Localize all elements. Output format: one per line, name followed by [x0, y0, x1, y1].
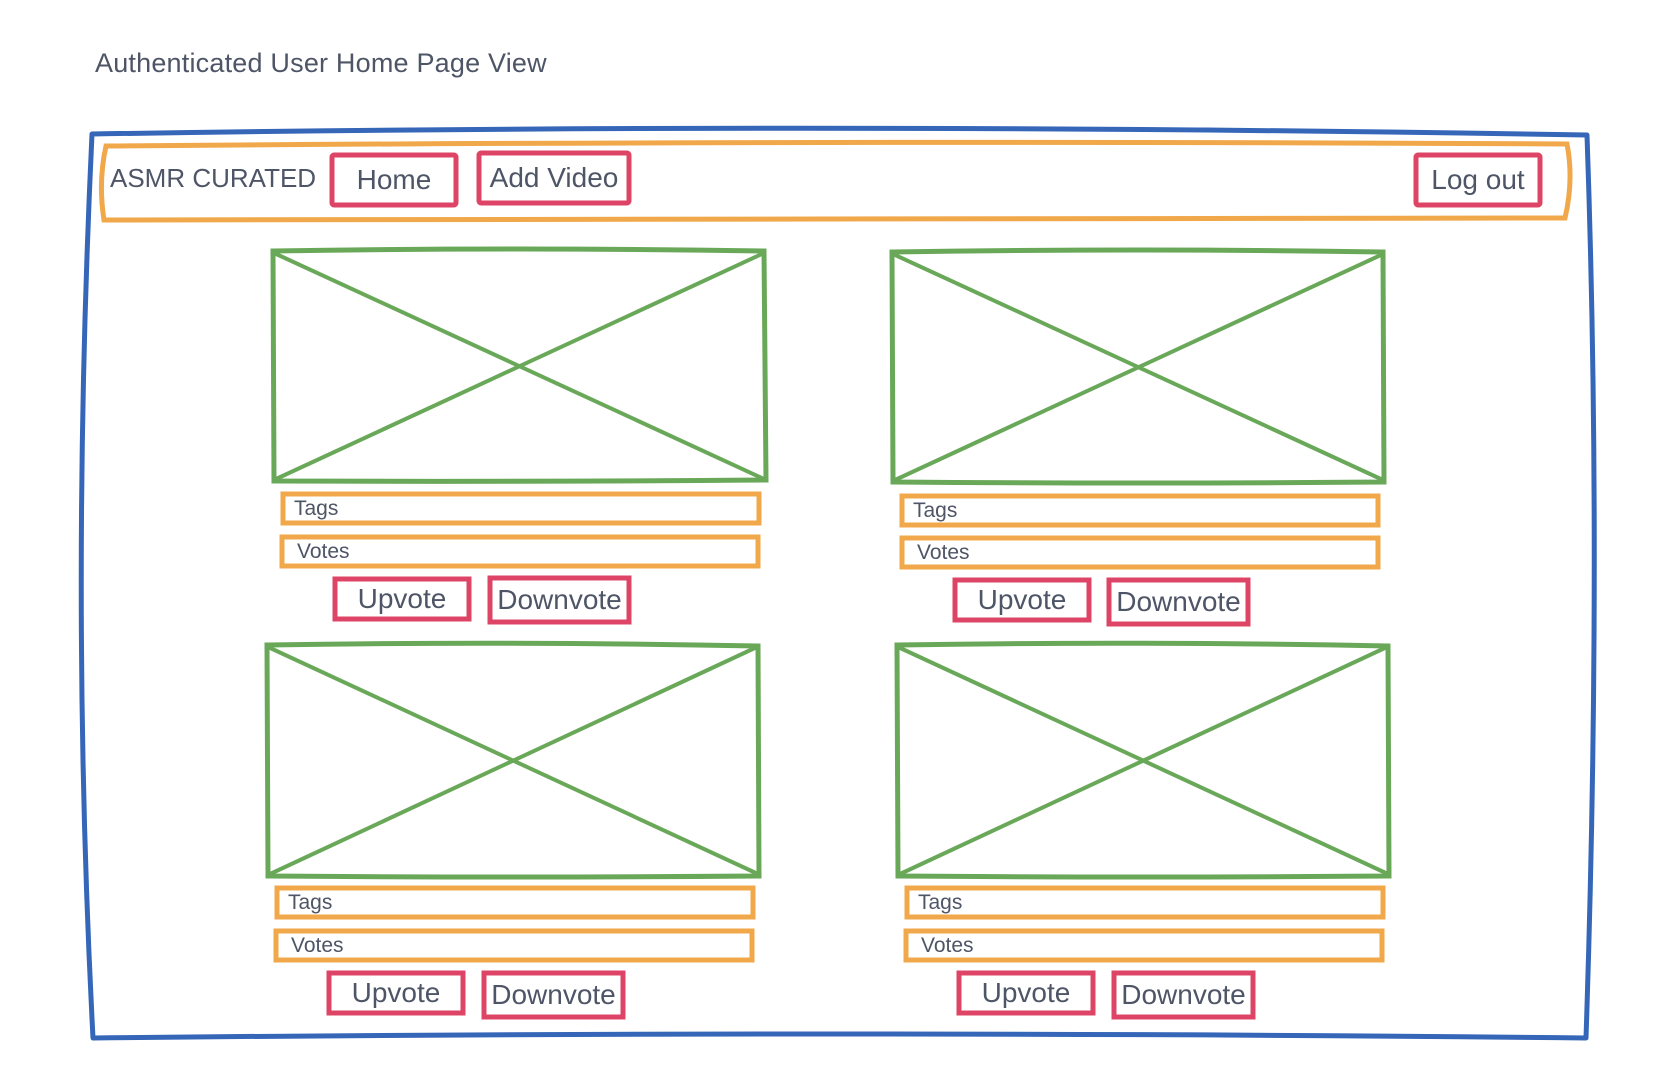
downvote-button-2[interactable]: Downvote	[1109, 580, 1248, 624]
tags-field-outline	[899, 493, 1381, 528]
upvote-button-outline	[952, 577, 1092, 623]
downvote-button-outline	[1106, 577, 1251, 627]
votes-field-outline	[279, 534, 761, 569]
downvote-button-label: Downvote	[1116, 586, 1241, 617]
downvote-button-outline	[1111, 970, 1256, 1020]
downvote-button-outline	[481, 970, 626, 1020]
tags-field-outline	[280, 491, 762, 526]
upvote-button-label: Upvote	[981, 977, 1071, 1008]
votes-field-outline	[903, 928, 1385, 963]
logout-button-outline	[1413, 152, 1543, 208]
downvote-button-4[interactable]: Downvote	[1114, 973, 1253, 1017]
home-button[interactable]: Home	[332, 155, 456, 205]
tags-field-2: Tags	[913, 499, 958, 522]
tags-field-outline	[274, 885, 756, 920]
logout-button[interactable]: Log out	[1416, 155, 1540, 205]
votes-field-outline	[899, 535, 1381, 570]
votes-field-4: Votes	[921, 934, 974, 957]
home-button-outline	[329, 152, 459, 208]
upvote-button-outline	[332, 576, 472, 622]
video-thumbnail-placeholder	[894, 640, 1392, 880]
votes-field-2: Votes	[917, 541, 970, 564]
site-brand: ASMR CURATED	[110, 163, 317, 193]
downvote-button-1[interactable]: Downvote	[490, 578, 629, 622]
tags-field-4: Tags	[918, 891, 963, 914]
video-thumbnail-2[interactable]	[893, 253, 1383, 481]
upvote-button-2[interactable]: Upvote	[955, 580, 1089, 620]
add-video-button-label: Add Video	[489, 162, 619, 193]
add-video-button[interactable]: Add Video	[479, 153, 629, 203]
upvote-button-1[interactable]: Upvote	[335, 579, 469, 619]
video-thumbnail-placeholder	[889, 247, 1387, 486]
home-button-label: Home	[356, 164, 432, 195]
browser-window-frame	[78, 125, 1597, 1041]
upvote-button-label: Upvote	[351, 977, 441, 1008]
votes-field-3: Votes	[291, 934, 344, 957]
video-card-3	[264, 640, 762, 1020]
video-card-2	[889, 247, 1387, 627]
upvote-button-4[interactable]: Upvote	[959, 973, 1093, 1013]
video-thumbnail-placeholder	[270, 246, 769, 484]
downvote-button-3[interactable]: Downvote	[484, 973, 623, 1017]
votes-field-1: Votes	[297, 540, 350, 563]
video-thumbnail-placeholder	[264, 640, 762, 880]
video-card-1	[270, 246, 769, 625]
upvote-button-outline	[956, 970, 1096, 1016]
video-card-4	[894, 640, 1392, 1020]
downvote-button-label: Downvote	[497, 584, 622, 615]
tags-field-3: Tags	[288, 891, 333, 914]
downvote-button-label: Downvote	[491, 979, 616, 1010]
logout-button-label: Log out	[1431, 164, 1525, 195]
upvote-button-label: Upvote	[357, 583, 447, 614]
tags-field-outline	[904, 885, 1386, 920]
tags-field-1: Tags	[294, 497, 339, 520]
votes-field-outline	[273, 928, 755, 963]
downvote-button-label: Downvote	[1121, 979, 1246, 1010]
navbar-outline	[98, 139, 1573, 224]
page-title: Authenticated User Home Page View	[95, 48, 547, 78]
video-thumbnail-1[interactable]	[274, 252, 764, 480]
downvote-button-outline	[487, 575, 632, 625]
upvote-button-outline	[326, 970, 466, 1016]
add-video-button-outline	[476, 150, 632, 206]
upvote-button-label: Upvote	[977, 584, 1067, 615]
video-thumbnail-4[interactable]	[898, 646, 1388, 874]
upvote-button-3[interactable]: Upvote	[329, 973, 463, 1013]
video-thumbnail-3[interactable]	[268, 646, 758, 874]
